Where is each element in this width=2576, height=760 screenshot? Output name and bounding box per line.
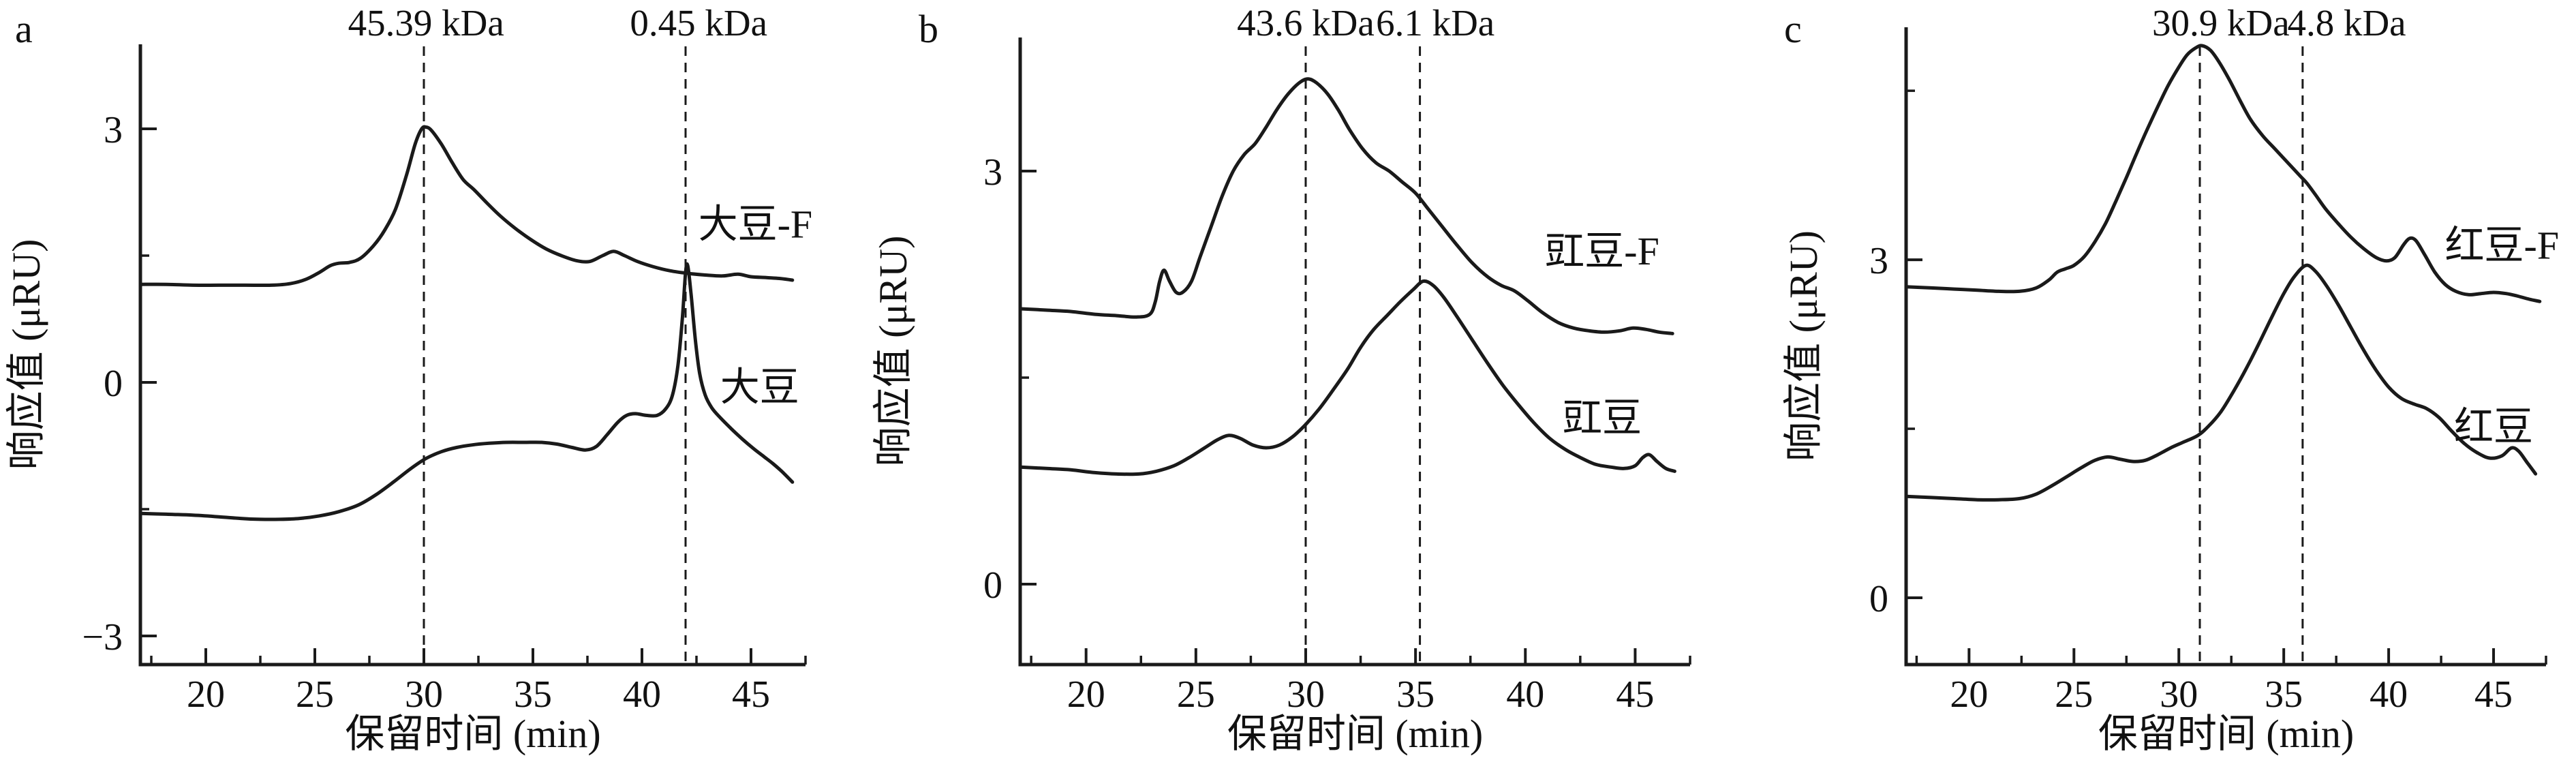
y-tick-label: 3 (104, 109, 123, 151)
y-tick-label: 0 (1869, 578, 1888, 620)
x-tick-label: 30 (405, 673, 443, 716)
x-tick-label: 30 (2160, 673, 2198, 716)
curve-label: 豇豆-F (1545, 229, 1659, 273)
x-tick-label: 45 (1616, 673, 1654, 716)
x-axis-label: 保留时间 (min) (2098, 712, 2354, 756)
kda-annotation: 6.1 kDa (1376, 2, 1494, 44)
y-tick-label: 3 (1869, 240, 1888, 282)
panel-letter: a (15, 7, 33, 51)
curve-label: 大豆-F (699, 202, 813, 246)
kda-annotation: 4.8 kDa (2287, 2, 2406, 44)
x-tick-label: 40 (623, 673, 661, 716)
y-axis-label: 响应值 (μRU) (1781, 230, 1826, 461)
x-axis-label: 保留时间 (min) (345, 712, 600, 756)
x-tick-label: 40 (1506, 673, 1544, 716)
y-axis-label: 响应值 (μRU) (871, 236, 915, 467)
y-tick-label: 3 (983, 151, 1002, 194)
x-tick-label: 35 (2265, 673, 2303, 716)
y-tick-label: 0 (983, 564, 1002, 607)
x-tick-label: 35 (514, 673, 552, 716)
x-tick-label: 20 (1067, 673, 1105, 716)
x-tick-label: 30 (1287, 673, 1325, 716)
series-curve (138, 125, 795, 288)
y-axis-label: 响应值 (μRU) (4, 239, 48, 470)
x-tick-label: 45 (732, 673, 770, 716)
y-tick-label: −3 (82, 616, 123, 658)
x-axis-label: 保留时间 (min) (1227, 712, 1483, 756)
x-tick-label: 40 (2370, 673, 2408, 716)
series-curve (1018, 279, 1676, 476)
axis-spine (1018, 37, 1690, 667)
kda-annotation: 30.9 kDa (2152, 2, 2290, 44)
series-curve (1018, 77, 1674, 335)
x-tick-label: 35 (1396, 673, 1435, 716)
series-curve (1904, 44, 2542, 303)
x-tick-label: 25 (2055, 673, 2093, 716)
curve-label: 红豆-F (2445, 223, 2560, 267)
series-curve (1904, 263, 2538, 502)
panel-letter: c (1784, 7, 1802, 51)
series-curve (138, 262, 795, 521)
curve-label: 红豆 (2454, 404, 2533, 449)
axis-spine (138, 44, 806, 667)
x-tick-label: 45 (2474, 673, 2513, 716)
kda-annotation: 45.39 kDa (348, 2, 504, 44)
curve-label: 豇豆 (1563, 396, 1642, 440)
curve-label: 大豆 (720, 365, 799, 410)
x-tick-label: 20 (1950, 673, 1988, 716)
axis-spine (1904, 27, 2546, 667)
kda-annotation: 0.45 kDa (630, 2, 767, 44)
kda-annotation: 43.6 kDa (1237, 2, 1375, 44)
x-tick-label: 25 (1177, 673, 1215, 716)
panel-letter: b (919, 7, 938, 51)
x-tick-label: 25 (296, 673, 334, 716)
x-tick-label: 20 (187, 673, 225, 716)
y-tick-label: 0 (104, 363, 123, 405)
